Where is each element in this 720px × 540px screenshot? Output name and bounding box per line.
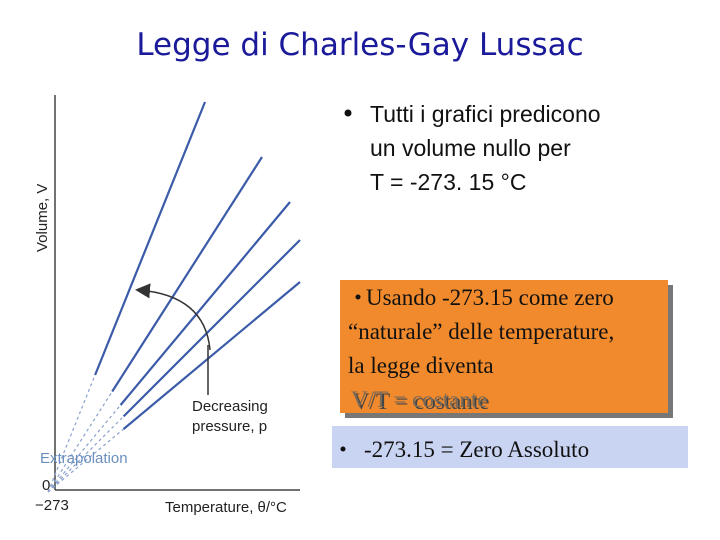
y-axis-label: Volume, V (34, 184, 51, 252)
pressure-arrow (135, 283, 211, 351)
isobar-line (122, 239, 301, 418)
isobar-line (111, 156, 263, 393)
extrapolated-line (47, 391, 113, 493)
pressure-label: Decreasing (192, 398, 268, 415)
box-line: V/T = costante (351, 387, 487, 412)
isobar-line (94, 101, 207, 376)
pressure-label: pressure, p (192, 418, 267, 435)
zero-label: −273 (35, 497, 69, 514)
title: Legge di Charles-Gay Lussac (136, 27, 583, 63)
bullet-line: Tutti i grafici predicono (370, 101, 601, 127)
box-line-shadow: V/T = costante (353, 389, 489, 414)
box-line: Usando -273.15 come zero (366, 285, 614, 310)
result-text: -273.15 = Zero Assoluto (364, 437, 589, 462)
bullet-dot (355, 294, 361, 300)
extrapolated-line (47, 428, 124, 493)
diagram: Decreasing pressure, p Extrapolation 0 −… (34, 95, 301, 516)
extrapolated-line (47, 404, 122, 493)
box-line: la legge diventa (348, 353, 494, 378)
box-line: “naturale” delle temperature, (348, 319, 614, 344)
origin-label: 0 (42, 477, 50, 494)
isobar-line (122, 281, 301, 430)
bullet-dot (340, 446, 346, 452)
isobar-line (119, 201, 291, 406)
x-axis-label: Temperature, θ/°C (165, 499, 287, 516)
result-box (332, 426, 688, 468)
bullet-dot (344, 109, 352, 117)
lines (47, 101, 301, 493)
highlight-box (340, 280, 668, 413)
extrapolation-label: Extrapolation (40, 450, 128, 467)
bullet-line: un volume nullo per (370, 135, 571, 161)
bullet-line: T = -273. 15 °C (370, 169, 526, 195)
